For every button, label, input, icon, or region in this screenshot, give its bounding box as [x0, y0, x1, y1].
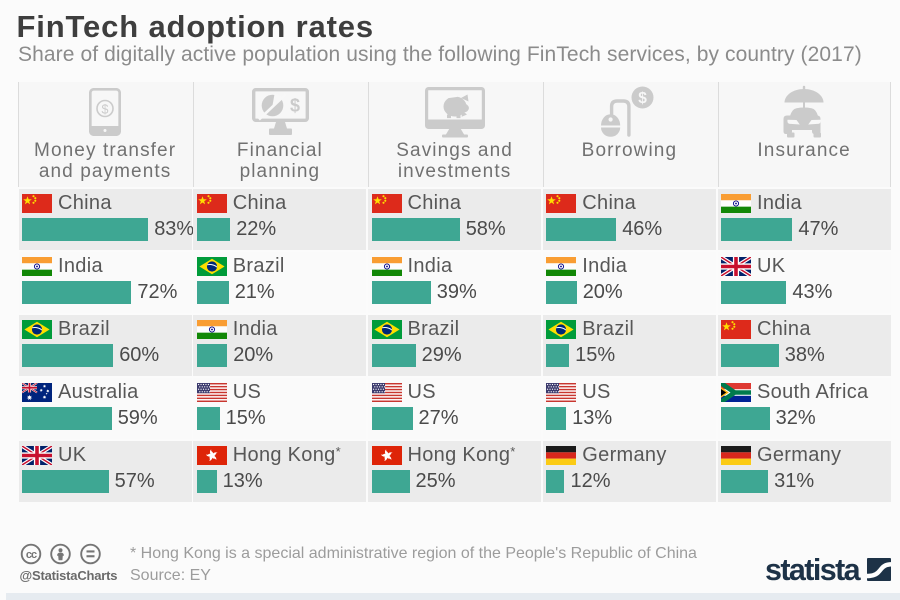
- svg-text:$: $: [102, 102, 109, 116]
- svg-text:$: $: [290, 96, 300, 116]
- svg-text:$: $: [639, 90, 648, 107]
- svg-text:cc: cc: [26, 548, 37, 560]
